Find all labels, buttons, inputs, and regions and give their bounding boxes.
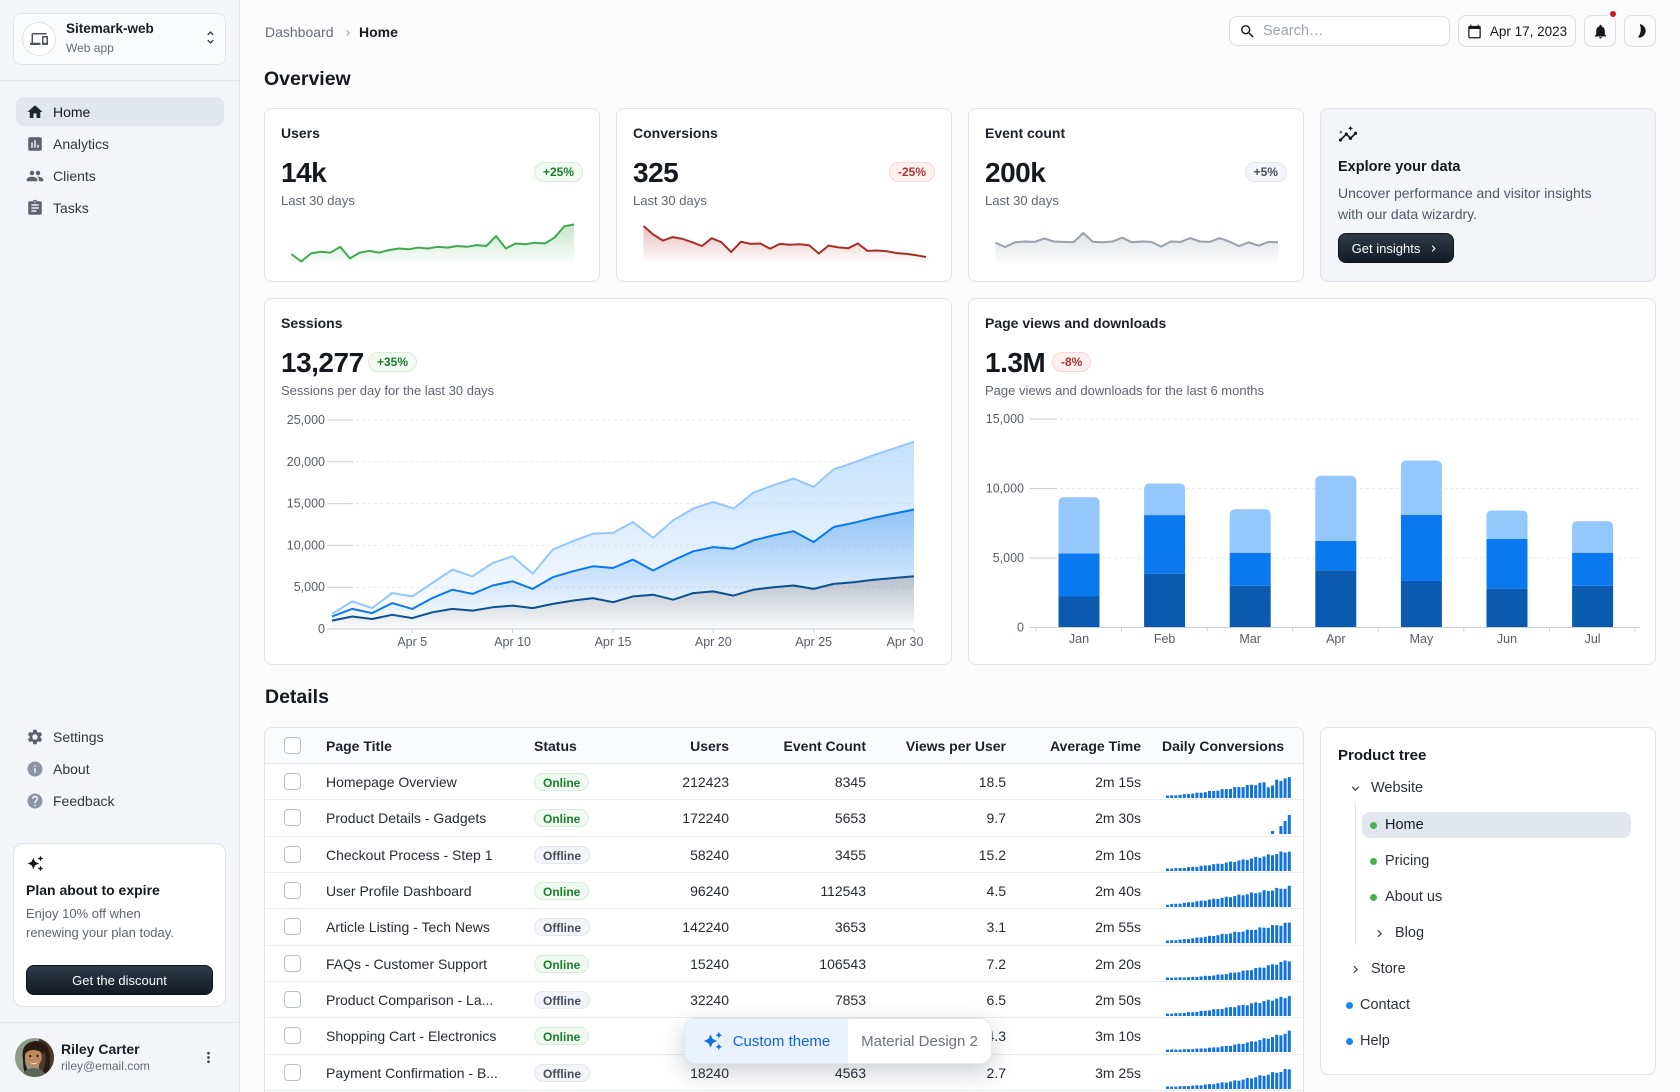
svg-text:0: 0 xyxy=(1017,621,1024,635)
svg-text:Jun: Jun xyxy=(1497,632,1517,646)
svg-text:10,000: 10,000 xyxy=(287,538,325,552)
svg-text:Apr 15: Apr 15 xyxy=(595,635,632,649)
svg-text:Feb: Feb xyxy=(1154,632,1176,646)
svg-text:5,000: 5,000 xyxy=(294,580,325,594)
svg-text:15,000: 15,000 xyxy=(986,412,1024,426)
svg-text:Apr 10: Apr 10 xyxy=(494,635,531,649)
svg-text:0: 0 xyxy=(318,622,325,636)
svg-text:5,000: 5,000 xyxy=(993,551,1024,565)
svg-text:Apr: Apr xyxy=(1326,632,1345,646)
svg-text:Jan: Jan xyxy=(1069,632,1089,646)
svg-text:May: May xyxy=(1410,632,1434,646)
svg-text:Apr 20: Apr 20 xyxy=(695,635,732,649)
svg-text:20,000: 20,000 xyxy=(287,455,325,469)
svg-text:Apr 30: Apr 30 xyxy=(887,635,924,649)
svg-text:Apr 25: Apr 25 xyxy=(795,635,832,649)
svg-text:Apr 5: Apr 5 xyxy=(397,635,427,649)
svg-text:10,000: 10,000 xyxy=(986,482,1024,496)
svg-text:15,000: 15,000 xyxy=(287,497,325,511)
svg-text:Mar: Mar xyxy=(1239,632,1261,646)
svg-text:Jul: Jul xyxy=(1585,632,1601,646)
svg-text:25,000: 25,000 xyxy=(287,413,325,427)
